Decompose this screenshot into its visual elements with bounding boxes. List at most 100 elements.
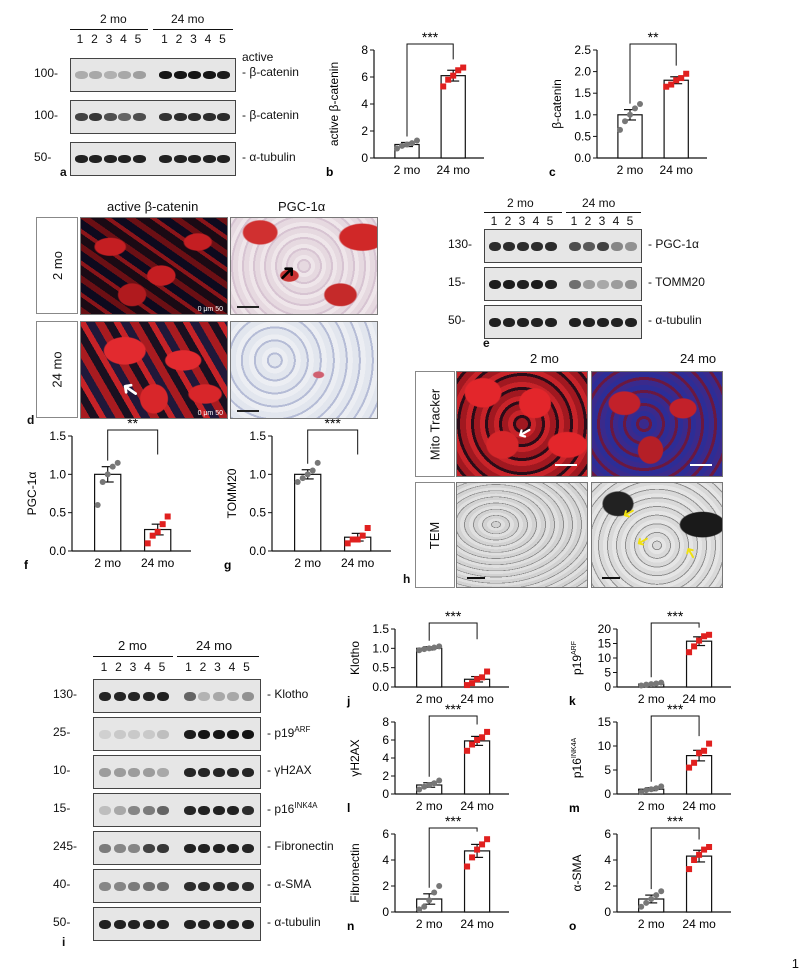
y-tick-label: 15 [598,637,612,651]
panel-letter-j: j [346,694,350,708]
x-tick-label: 24 mo [341,556,375,570]
data-point-24mo [706,740,713,747]
micrograph-d-2mo-active-beta-catenin: 0 μm 50 [80,217,228,315]
lane-label: 3 [518,214,526,228]
blot-band [241,919,254,929]
y-tick-label: 1.5 [249,429,266,443]
y-axis-label: TOMM20 [225,468,239,518]
blot-band [569,279,581,289]
y-tick-label: 1.5 [372,622,389,636]
marker-label: 130- [53,687,78,701]
blot-band [188,113,201,121]
blot-band [217,71,230,79]
blot-band [99,805,111,815]
x-tick-label: 24 mo [682,799,716,813]
blot-band [241,881,254,891]
data-point-24mo [445,76,452,83]
panel-letter-a: a [60,165,67,179]
data-point-2mo [421,903,428,910]
y-axis-label-text: β-catenin [550,79,564,129]
micrograph-d-24mo-pgc1a [230,321,378,419]
lane-label: 2 [175,32,183,46]
data-point-2mo [426,897,433,904]
data-point-24mo [359,532,366,539]
protein-label: - Fibronectin [267,839,334,853]
data-point-2mo [431,889,438,896]
lane-label: 1 [490,214,498,228]
blot-band [157,767,169,777]
data-point-2mo [94,502,101,508]
protein-label-sup: INK4A [294,801,318,810]
y-tick-label: 8 [382,715,389,729]
data-point-2mo [648,896,655,902]
blot-band [99,881,111,891]
blot-band [188,71,201,79]
marker-label: 10- [53,763,71,777]
blot-strip [70,58,236,92]
y-tick-label: 0.5 [574,129,591,143]
significance-bracket [428,715,478,777]
blot-band [113,843,126,853]
blot-band [217,113,230,121]
blot-band [198,767,210,777]
lane-label: 1 [100,660,108,674]
lane-label: 5 [134,32,142,46]
y-tick-label: 2.5 [574,43,591,57]
blot-band [597,279,609,289]
lane-label: 5 [626,214,634,228]
panel-letter-c: c [549,165,556,179]
blot-band [113,919,126,929]
x-tick-label: 24 mo [682,692,716,706]
data-point-24mo [469,854,476,861]
data-point-2mo [409,140,415,147]
blot-band [212,881,225,891]
blot-i-group2: 24 mo [196,638,233,653]
blot-band [611,279,623,289]
scale-bar [237,410,259,412]
data-point-24mo [164,513,171,520]
lane-label: 5 [546,214,554,228]
significance-stars: *** [422,32,439,45]
y-tick-label: 1.0 [249,467,266,481]
micrograph-h-24mo-mitotracker [591,371,723,477]
significance-bracket [307,429,359,464]
marker-label: 50- [34,150,52,164]
blot-band [74,71,88,79]
blot-strip [484,305,642,339]
protein-label-line: active [242,50,274,64]
significance-bracket [629,43,677,104]
y-tick-label: 8 [361,43,368,57]
lane-label: 4 [532,214,540,228]
blot-band [132,71,146,79]
marker-label: 100- [34,108,59,122]
blot-band [99,729,111,739]
data-point-2mo [436,643,443,650]
y-axis-label: PGC-1α [25,472,39,516]
data-point-2mo [643,899,650,906]
marker-label: 40- [53,877,71,891]
blot-strip [484,229,642,263]
micro-d-row2-text: 24 mo [49,351,65,388]
protein-label: - α-tubulin [648,313,702,327]
data-point-24mo [686,649,693,656]
lane-label: 2 [115,660,122,674]
blot-band [625,241,637,251]
protein-label: - Klotho [267,687,308,701]
blot-band [597,317,609,327]
data-point-24mo [668,81,675,88]
blot-band [597,241,609,251]
data-point-24mo [683,70,690,77]
y-axis-label: Fibronectin [348,843,362,902]
protein-label-text: - TOMM20 [648,275,705,289]
arrow-icon: ➜ [271,257,303,289]
y-tick-label: 10 [598,651,612,665]
blot-band [113,691,126,701]
data-point-2mo [399,142,405,149]
data-point-24mo [484,836,491,843]
data-point-24mo [479,734,486,741]
y-tick-label: 2 [604,879,611,893]
blot-band [183,729,196,739]
blot-band [517,279,529,289]
protein-label: active - β-catenin [242,50,299,80]
blot-band [212,919,225,929]
